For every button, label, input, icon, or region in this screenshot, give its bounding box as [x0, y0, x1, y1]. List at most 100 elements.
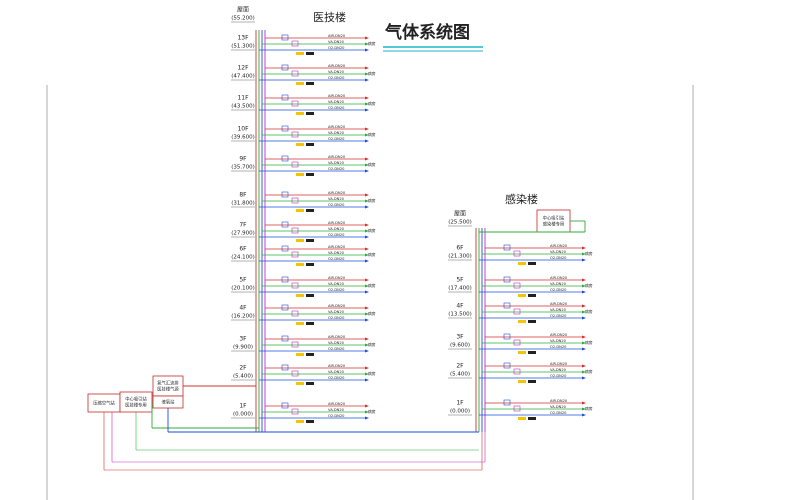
- valve: [291, 408, 299, 415]
- arrow: [365, 404, 369, 408]
- arrow: [365, 102, 369, 106]
- valve: [291, 227, 299, 234]
- valve: [503, 302, 511, 309]
- meter: [296, 294, 304, 297]
- arrow: [582, 252, 586, 256]
- valve: [281, 304, 289, 311]
- pipe-label: AIR-DN20: [328, 364, 346, 368]
- pipe-label: VA-DN20: [550, 339, 567, 343]
- pipe-label: O2-DN20: [328, 167, 345, 171]
- pipe-label: O2-DN20: [328, 257, 345, 261]
- meter: [296, 209, 304, 212]
- diagram-title: 气体系统图: [384, 22, 470, 43]
- arrow: [365, 259, 369, 263]
- pipe-label: VA-DN20: [328, 408, 345, 412]
- source-label: 中心吸引站: [543, 215, 565, 222]
- pipe-label: VA-DN20: [328, 310, 345, 314]
- meter: [306, 353, 314, 356]
- floor-label: 屋面: [237, 7, 249, 14]
- meter: [528, 294, 536, 297]
- valve: [503, 399, 511, 406]
- pipe-label: VA-DN20: [550, 250, 567, 254]
- source-label: 医技楼专用: [125, 402, 146, 409]
- room-label: 病房: [368, 132, 376, 137]
- arrow: [582, 246, 586, 250]
- arrow: [365, 205, 369, 209]
- pipe-label: AIR-DN20: [550, 302, 568, 306]
- floor-elevation: (31.800): [231, 201, 255, 207]
- pipe-label: AIR-DN20: [550, 362, 568, 366]
- meter: [306, 322, 314, 325]
- arrow: [365, 72, 369, 76]
- meter: [296, 322, 304, 325]
- floor-elevation: (39.600): [231, 135, 255, 141]
- meter: [306, 382, 314, 385]
- valve: [291, 131, 299, 138]
- pipe-label: VA-DN20: [328, 161, 345, 165]
- floor-label: 屋面: [454, 211, 466, 218]
- meter: [296, 112, 304, 115]
- room-label: 病房: [368, 162, 376, 167]
- meter: [296, 263, 304, 266]
- valve: [281, 34, 289, 41]
- pipe-label: VA-DN20: [328, 227, 345, 231]
- pipe-label: O2-DN20: [328, 376, 345, 380]
- pipe-label: AIR-DN20: [328, 245, 346, 249]
- floor-elevation: (27.900): [231, 231, 255, 237]
- pipe-label: O2-DN20: [328, 137, 345, 141]
- floor-label: 5F: [239, 277, 247, 284]
- room-label: 病房: [585, 283, 593, 288]
- pipe-label: VA-DN20: [328, 341, 345, 345]
- floor-label: 6F: [456, 245, 464, 252]
- valve: [291, 341, 299, 348]
- valve: [281, 245, 289, 252]
- meter: [306, 143, 314, 146]
- floor-elevation: (20.100): [231, 286, 255, 292]
- meter: [528, 320, 536, 323]
- meter: [296, 353, 304, 356]
- valve: [513, 339, 521, 346]
- valve: [291, 370, 299, 377]
- arrow: [365, 223, 369, 227]
- pipe-label: O2-DN20: [328, 414, 345, 418]
- arrow: [365, 284, 369, 288]
- arrow: [582, 278, 586, 282]
- valve: [291, 40, 299, 47]
- arrow: [582, 407, 586, 411]
- pipe-label: AIR-DN20: [328, 304, 346, 308]
- pipe-label: O2-DN20: [328, 76, 345, 80]
- valve: [513, 282, 521, 289]
- pipe-label: AIR-DN20: [328, 335, 346, 339]
- meter: [306, 263, 314, 266]
- pipe-label: O2-DN20: [550, 345, 567, 349]
- arrow: [582, 370, 586, 374]
- floor-label: 8F: [239, 192, 247, 199]
- meter: [296, 382, 304, 385]
- arrow: [365, 157, 369, 161]
- floor-elevation: (0.000): [450, 409, 470, 415]
- floor-label: 2F: [239, 365, 247, 372]
- floor-elevation: (5.400): [450, 372, 470, 378]
- floor-label: 7F: [239, 222, 247, 229]
- arrow: [582, 401, 586, 405]
- floor-elevation: (5.400): [233, 374, 253, 380]
- arrow: [365, 290, 369, 294]
- pipe-label: O2-DN20: [328, 347, 345, 351]
- pipe-label: AIR-DN20: [550, 276, 568, 280]
- pipe-label: VA-DN20: [550, 368, 567, 372]
- valve: [281, 276, 289, 283]
- valve: [281, 155, 289, 162]
- room-label: 病房: [585, 369, 593, 374]
- valve: [513, 405, 521, 412]
- floor-label: 1F: [239, 403, 247, 410]
- meter: [306, 209, 314, 212]
- valve: [513, 250, 521, 257]
- pipe-label: O2-DN20: [328, 106, 345, 110]
- room-label: 病房: [368, 101, 376, 106]
- pipe-label: AIR-DN20: [328, 191, 346, 195]
- valve: [281, 64, 289, 71]
- pipe-label: O2-DN20: [328, 288, 345, 292]
- content: 医技楼屋面(55.200)13F(51.300)AIR-DN20VA-DN20O…: [87, 7, 593, 471]
- arrow: [365, 306, 369, 310]
- room-label: 病房: [585, 251, 593, 256]
